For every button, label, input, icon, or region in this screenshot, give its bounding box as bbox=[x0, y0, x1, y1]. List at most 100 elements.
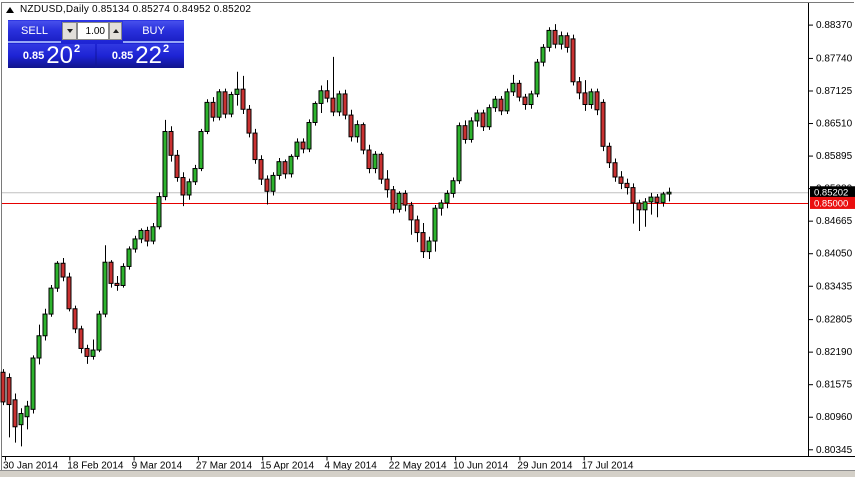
candle-down bbox=[144, 226, 150, 247]
candle-up bbox=[492, 96, 498, 112]
time-axis[interactable]: 30 Jan 2014 18 Feb 2014 9 Mar 2014 27 Mar 2… bbox=[3, 457, 634, 470]
candle-up bbox=[30, 355, 36, 414]
candle-up bbox=[558, 31, 564, 50]
bid-price-badge-label: 0.85202 bbox=[814, 188, 848, 199]
sell-price-pipette: 2 bbox=[74, 43, 81, 55]
price-tick-label: 0.87740 bbox=[816, 53, 853, 64]
candle-up bbox=[42, 308, 48, 341]
price-tick-label: 0.84050 bbox=[816, 249, 853, 260]
candle-down bbox=[66, 272, 72, 312]
candle-up bbox=[120, 263, 126, 288]
window-bottom-strip bbox=[0, 470, 855, 477]
candle-down bbox=[594, 88, 600, 116]
candle-up bbox=[540, 44, 546, 67]
candle-up bbox=[216, 89, 222, 121]
candle-up bbox=[534, 58, 540, 98]
triangle-up-icon bbox=[112, 29, 119, 33]
price-tick-label: 0.88370 bbox=[816, 20, 853, 31]
candle-up bbox=[228, 91, 234, 118]
candle-up bbox=[270, 172, 276, 196]
candle-down bbox=[300, 138, 306, 154]
date-tick-label: 4 May 2014 bbox=[325, 461, 378, 471]
volume-increase-button[interactable] bbox=[109, 22, 122, 40]
candle-down bbox=[174, 150, 180, 182]
candle-down bbox=[360, 122, 366, 155]
price-tick-label: 0.82190 bbox=[816, 347, 853, 358]
sell-price-display[interactable]: 0.85 20 2 bbox=[8, 43, 95, 68]
candle-up bbox=[504, 88, 510, 115]
candle-down bbox=[168, 126, 174, 162]
window-top-border bbox=[1, 2, 854, 3]
volume-decrease-button[interactable] bbox=[62, 22, 77, 40]
candles bbox=[0, 24, 672, 447]
candle-up bbox=[438, 199, 444, 216]
candle-down bbox=[378, 152, 384, 184]
candle-down bbox=[570, 34, 576, 86]
candle-up bbox=[54, 261, 60, 292]
candle-down bbox=[582, 80, 588, 111]
candle-down bbox=[522, 93, 528, 110]
candle-up bbox=[510, 74, 516, 97]
candle-up bbox=[48, 284, 54, 317]
candle-down bbox=[330, 56, 336, 117]
date-tick-label: 22 May 2014 bbox=[389, 461, 447, 471]
candle-up bbox=[546, 27, 552, 52]
candle-up bbox=[306, 119, 312, 153]
buy-button-underline bbox=[123, 41, 184, 43]
candle-down bbox=[342, 89, 348, 120]
candle-up bbox=[156, 192, 162, 230]
candle-down bbox=[72, 305, 78, 334]
candle-up bbox=[138, 228, 144, 244]
candle-down bbox=[114, 275, 120, 291]
candle-down bbox=[282, 159, 288, 179]
sell-button[interactable]: SELL bbox=[8, 21, 61, 41]
candle-down bbox=[408, 201, 414, 235]
candle-up bbox=[336, 90, 342, 117]
candle-up bbox=[468, 117, 474, 143]
candle-up bbox=[18, 408, 24, 447]
candle-down bbox=[348, 109, 354, 142]
candle-down bbox=[180, 172, 186, 207]
candle-down bbox=[78, 325, 84, 354]
candle-down bbox=[462, 120, 468, 144]
price-axis[interactable]: 0.88370 0.87740 0.87125 0.86510 0.85895 0.852… bbox=[809, 20, 853, 456]
candle-down bbox=[240, 75, 246, 115]
price-tick-label: 0.83435 bbox=[816, 281, 853, 292]
candle-down bbox=[414, 215, 420, 243]
candle-down bbox=[252, 128, 258, 164]
candle-up bbox=[132, 235, 138, 253]
candle-up bbox=[294, 138, 300, 160]
candle-up bbox=[588, 88, 594, 109]
candle-up bbox=[288, 154, 294, 178]
date-tick-label: 9 Mar 2014 bbox=[132, 461, 183, 471]
date-tick-label: 10 Jun 2014 bbox=[453, 461, 508, 471]
candle-up bbox=[456, 122, 462, 184]
candle-up bbox=[162, 119, 168, 201]
candle-up bbox=[90, 339, 96, 360]
candle-down bbox=[210, 97, 216, 122]
volume-input[interactable] bbox=[77, 22, 109, 40]
buy-button[interactable]: BUY bbox=[123, 21, 184, 41]
candle-down bbox=[60, 257, 66, 282]
price-tick-label: 0.80345 bbox=[816, 445, 853, 456]
candle-down bbox=[600, 99, 606, 152]
symbol-ohlc-text: NZDUSD,Daily 0.85134 0.85274 0.84952 0.8… bbox=[20, 4, 252, 15]
collapse-panel-icon[interactable] bbox=[6, 6, 14, 13]
candle-down bbox=[576, 76, 582, 100]
candle-up bbox=[486, 104, 492, 130]
candle-up bbox=[312, 101, 318, 126]
candle-up bbox=[318, 85, 324, 113]
buy-price-display[interactable]: 0.85 22 2 bbox=[97, 43, 184, 68]
candle-up bbox=[192, 164, 198, 185]
candle-down bbox=[324, 80, 330, 103]
date-tick-label: 18 Feb 2014 bbox=[67, 461, 124, 471]
candle-down bbox=[222, 88, 228, 119]
candle-up bbox=[102, 245, 108, 318]
candle-down bbox=[630, 183, 636, 224]
candle-down bbox=[480, 109, 486, 131]
candle-down bbox=[12, 393, 18, 443]
candle-down bbox=[384, 170, 390, 198]
